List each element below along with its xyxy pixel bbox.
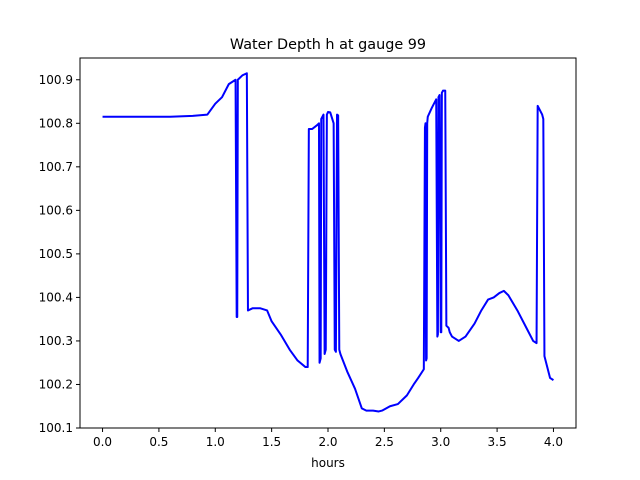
y-tick-label: 100.2 <box>39 377 73 391</box>
x-tick-label: 2.5 <box>375 435 394 449</box>
x-tick-label: 0.5 <box>149 435 168 449</box>
y-axis: 100.1 100.2 100.3 100.4 100.5 100.6 100.7 100.8… <box>39 73 80 435</box>
y-tick-label: 100.3 <box>39 334 73 348</box>
x-tick-label: 0.0 <box>93 435 112 449</box>
x-tick-label: 1.5 <box>262 435 281 449</box>
y-tick-label: 100.6 <box>39 203 73 217</box>
y-tick-label: 100.8 <box>39 116 73 130</box>
series-line <box>102 72 554 413</box>
y-tick-label: 100.1 <box>39 421 73 435</box>
x-tick-label: 2.0 <box>318 435 337 449</box>
x-tick-label: 3.5 <box>488 435 507 449</box>
x-axis-title: hours <box>311 456 345 470</box>
chart-title: Water Depth h at gauge 99 <box>230 37 426 53</box>
y-tick-label: 100.7 <box>39 160 73 174</box>
x-tick-label: 3.0 <box>431 435 450 449</box>
x-tick-label: 1.0 <box>206 435 225 449</box>
y-tick-label: 100.4 <box>39 290 73 304</box>
x-axis: 0.0 0.5 1.0 1.5 2.0 2.5 3.0 3.5 4.0 <box>93 428 563 449</box>
y-tick-label: 100.9 <box>39 73 73 87</box>
y-tick-label: 100.5 <box>39 247 73 261</box>
x-tick-label: 4.0 <box>544 435 563 449</box>
